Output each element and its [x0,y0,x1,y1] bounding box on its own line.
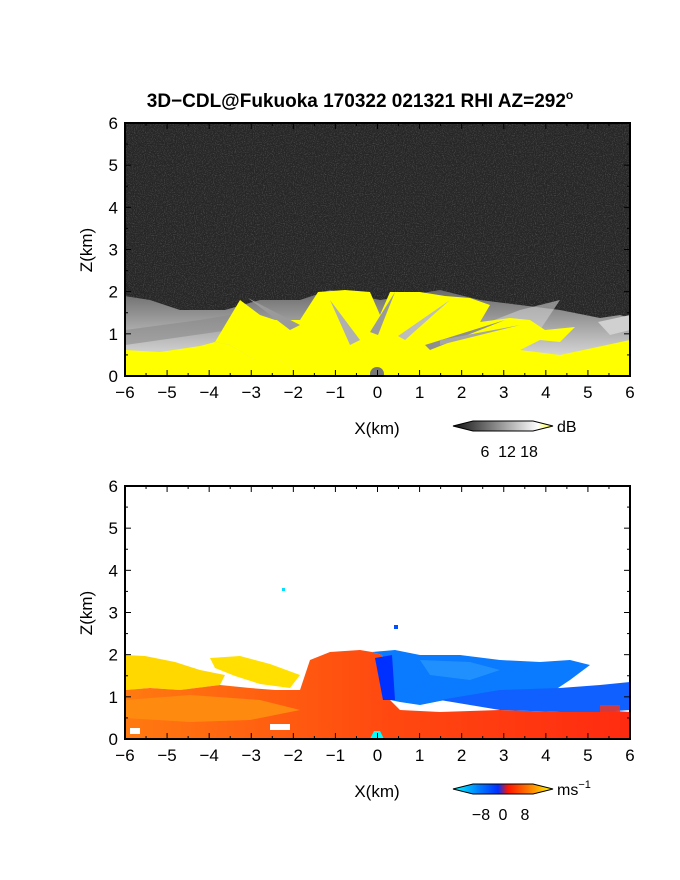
intensity-x-tick-label: −4 [199,383,218,402]
intensity-x-axis: −6 −5 −4 −3 −2 −1 0 1 2 3 4 5 6 [115,123,635,402]
velocity-x-tick-label: −4 [199,746,218,765]
intensity-y-tick-label: 4 [109,198,118,217]
intensity-x-tick-label: −5 [157,383,176,402]
intensity-x-tick-label: 2 [457,383,466,402]
velocity-y-tick-label: 5 [109,519,118,538]
intensity-colorbar-unit: dB [557,419,577,436]
intensity-y-tick-label: 2 [109,283,118,302]
intensity-x-tick-label: 6 [625,383,634,402]
velocity-x-tick-label: 6 [625,746,634,765]
intensity-y-tick-label: 0 [109,367,118,386]
chart-title: 3D−CDL@Fukuoka 170322 021321 RHI AZ=292o [147,88,574,112]
intensity-y-axis-label: Z(km) [77,228,96,272]
velocity-x-tick-label: −2 [284,746,303,765]
intensity-x-tick-label: 1 [415,383,424,402]
velocity-x-tick-label: 1 [415,746,424,765]
intensity-x-tick-label: 0 [373,383,382,402]
intensity-y-axis: 0 1 2 3 4 5 6 [109,114,630,386]
velocity-x-axis-label: X(km) [354,782,399,801]
intensity-x-tick-label: −6 [115,383,134,402]
velocity-x-tick-label: 3 [499,746,508,765]
intensity-x-tick-label: −1 [326,383,345,402]
velocity-x-axis: −6 −5 −4 −3 −2 −1 0 1 2 3 4 5 6 [115,486,635,765]
velocity-y-tick-label: 4 [109,561,118,580]
intensity-colorbar-tick-label: 6 [481,444,490,461]
intensity-x-tick-label: −2 [284,383,303,402]
intensity-x-tick-label: 4 [541,383,550,402]
velocity-y-tick-label: 0 [109,730,118,749]
intensity-y-tick-label: 1 [109,325,118,344]
intensity-y-tick-label: 5 [109,156,118,175]
velocity-x-tick-label: −6 [115,746,134,765]
velocity-colorbar-tick-label: 0 [499,807,508,824]
intensity-x-axis-label: X(km) [354,419,399,438]
velocity-x-tick-label: −5 [157,746,176,765]
intensity-colorbar-tick-label: 12 [498,444,516,461]
velocity-colorbar: ms−1 −8 0 8 [452,779,591,824]
velocity-y-tick-label: 1 [109,688,118,707]
intensity-x-tick-label: 5 [583,383,592,402]
velocity-y-tick-label: 2 [109,646,118,665]
velocity-colorbar-tick-label: 8 [521,807,530,824]
intensity-x-tick-label: −3 [242,383,261,402]
intensity-x-tick-label: 3 [499,383,508,402]
velocity-x-tick-label: −3 [242,746,261,765]
intensity-colorbar: dB 6 12 18 [452,419,577,461]
velocity-x-tick-label: −1 [326,746,345,765]
velocity-y-axis-label: Z(km) [77,591,96,635]
velocity-colorbar-unit: ms−1 [557,779,591,799]
velocity-y-tick-label: 6 [109,477,118,496]
velocity-y-tick-label: 3 [109,604,118,623]
intensity-field [125,123,630,376]
velocity-field [125,486,630,739]
velocity-x-tick-label: 0 [373,746,382,765]
intensity-y-tick-label: 3 [109,241,118,260]
intensity-colorbar-tick-label: 18 [520,444,538,461]
velocity-x-tick-label: 2 [457,746,466,765]
velocity-y-axis: 0 1 2 3 4 5 6 [109,477,630,749]
velocity-x-tick-label: 5 [583,746,592,765]
velocity-x-tick-label: 4 [541,746,550,765]
velocity-colorbar-tick-label: −8 [472,807,490,824]
intensity-y-tick-label: 6 [109,114,118,133]
